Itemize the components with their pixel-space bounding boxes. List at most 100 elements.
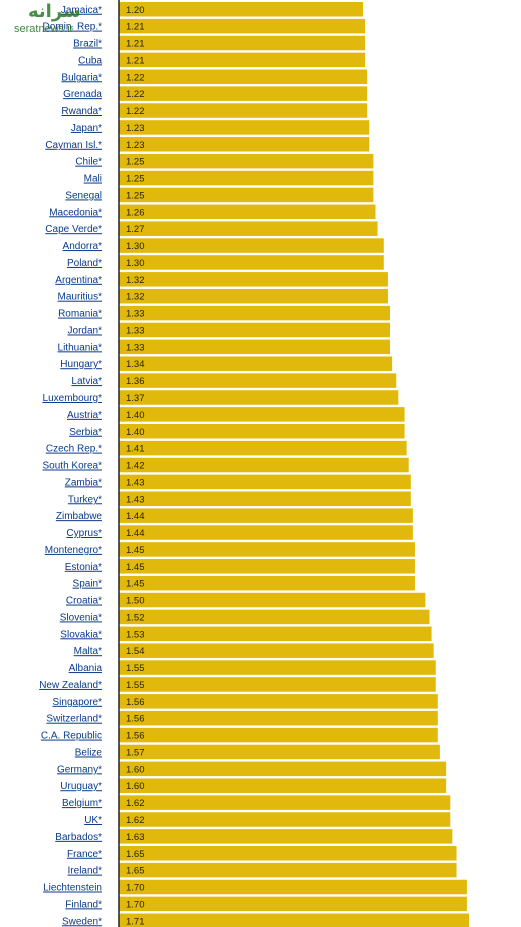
category-label: Ireland* [68,866,103,877]
value-label: 1.30 [126,258,145,269]
category-label: Albania [69,663,103,674]
category-label: Domin. Rep.* [43,22,103,33]
bar [119,238,384,253]
value-label: 1.43 [126,477,145,488]
value-label: 1.53 [126,629,145,640]
value-label: 1.56 [126,697,145,708]
category-label: Switzerland* [46,714,102,725]
bar [119,322,391,338]
bar [119,879,467,895]
category-label: Belgium* [62,798,102,809]
bar [119,424,405,439]
value-label: 1.21 [126,22,145,33]
value-label: 1.50 [126,596,145,607]
value-label: 1.71 [126,916,145,927]
bar [119,457,409,473]
bar [119,204,376,220]
category-label: Montenegro* [45,545,102,556]
bar [119,86,368,101]
bar [119,508,413,523]
value-label: 1.57 [126,747,145,758]
bar [119,137,370,152]
bar [119,559,415,574]
category-label: UK* [84,815,102,826]
value-label: 1.23 [126,140,145,151]
bar [119,643,434,658]
bar [119,221,378,236]
bar [119,18,366,34]
bar [119,846,457,861]
value-label: 1.56 [126,714,145,725]
value-labels-group: 1.20 1.21 1.21 1.21 1.22 1.22 1.22 1.23 1.23 1.25… [126,5,145,927]
category-label: Croatia* [66,596,102,607]
value-label: 1.20 [126,5,145,16]
bar [119,677,436,692]
bar [119,373,397,388]
watermark-logo-text: سرانه [28,1,81,22]
category-label: Slovenia* [60,612,102,623]
bar [119,660,436,675]
category-label: Austria* [67,410,102,421]
bar [119,609,430,625]
category-label: Chile* [75,157,102,168]
value-label: 1.54 [126,646,145,657]
value-label: 1.21 [126,55,145,66]
category-label: Singapore* [53,697,103,708]
value-label: 1.25 [126,157,145,168]
category-label: Turkey* [68,494,102,505]
category-label: Romania* [58,309,102,320]
bar [119,542,415,557]
bar [119,35,366,51]
bar [119,710,438,726]
category-label: Macedonia* [49,207,102,218]
category-label: Hungary* [60,359,102,370]
value-label: 1.21 [126,39,145,50]
bar [119,407,405,422]
value-label: 1.36 [126,376,145,387]
value-label: 1.65 [126,866,145,877]
bar [119,339,391,355]
bar [119,812,451,827]
bar [119,187,374,203]
category-label: Brazil* [73,39,102,50]
bar [119,862,457,878]
watermark-logo: سرانه seratnews.ir [14,2,106,48]
category-label: Luxembourg* [43,393,103,404]
value-label: 1.45 [126,579,145,590]
bar [119,727,438,743]
bar [119,356,393,371]
value-label: 1.22 [126,106,145,117]
category-label: Belize [75,747,103,758]
bars-group [119,2,469,927]
value-label: 1.34 [126,359,145,370]
value-label: 1.40 [126,427,145,438]
category-label: France* [67,849,102,860]
category-labels-group: Jamaica* Domin. Rep.* Brazil* Cuba Bulgaria*… [39,5,102,927]
value-label: 1.55 [126,680,145,691]
watermark-site-text: seratnews.ir [14,23,74,35]
category-label: Czech Rep.* [46,444,102,455]
value-label: 1.45 [126,545,145,556]
value-label: 1.55 [126,663,145,674]
bar [119,778,447,793]
bar [119,744,440,760]
bar [119,491,411,507]
value-label: 1.45 [126,562,145,573]
bar [119,69,368,85]
value-label: 1.70 [126,899,145,910]
value-label: 1.65 [126,849,145,860]
bar [119,896,467,912]
bar [119,694,438,709]
value-label: 1.25 [126,190,145,201]
category-label: Senegal [65,190,102,201]
bar [119,474,411,490]
value-label: 1.33 [126,309,145,320]
value-label: 1.26 [126,207,145,218]
bar [119,103,368,118]
value-label: 1.44 [126,528,145,539]
category-label: Estonia* [65,562,102,573]
bar [119,288,388,304]
category-label: Latvia* [71,376,102,387]
value-label: 1.40 [126,410,145,421]
